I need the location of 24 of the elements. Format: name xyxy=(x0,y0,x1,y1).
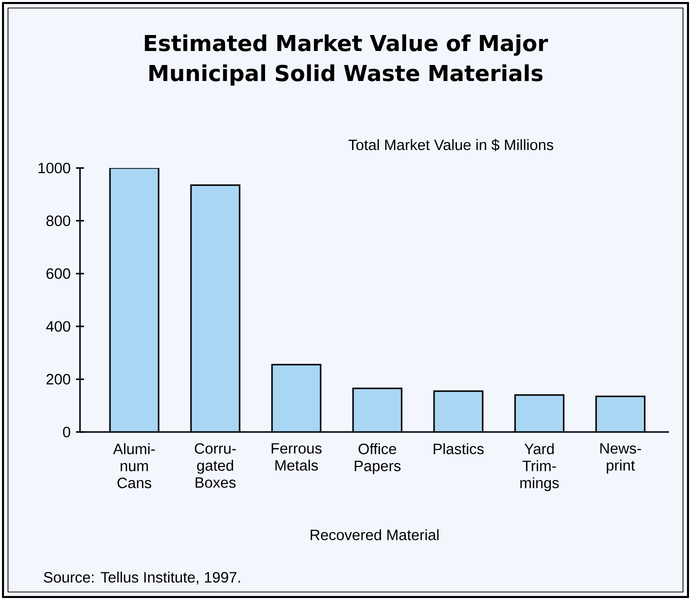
text: Total Market Value in $ Millions xyxy=(348,138,554,152)
bar xyxy=(190,185,240,432)
bar xyxy=(595,396,646,432)
x-tick-label: Yard Trim- mings xyxy=(520,443,559,492)
x-tick-label: Plastics xyxy=(434,443,484,454)
bar xyxy=(110,168,159,432)
chart-title: Estimated Market Value of Major Municipal Solid Waste Materials xyxy=(144,34,548,86)
bar xyxy=(434,391,483,432)
x-tick-label: Alumi- num Cans xyxy=(113,443,155,488)
y-tick-label: 1000 xyxy=(38,162,70,174)
x-tick-label: Office Papers xyxy=(354,443,401,474)
x-tick-label: News- print xyxy=(600,443,641,474)
y-tick-label: 200 xyxy=(46,374,70,385)
bar xyxy=(515,395,564,432)
x-tick-label: Ferrous Metals xyxy=(272,443,322,471)
y-tick-label: 400 xyxy=(46,321,70,332)
y-tick-label: 600 xyxy=(46,268,70,279)
bar xyxy=(272,364,321,432)
x-axis-title: Recovered Material xyxy=(310,529,438,540)
x-tick-label: Corru- gated Boxes xyxy=(194,443,236,488)
y-tick-label: 800 xyxy=(46,215,70,226)
source-note: Source: Tellus Institute, 1997. xyxy=(44,572,240,584)
y-tick-label: 0 xyxy=(63,426,70,438)
bar xyxy=(353,388,402,432)
